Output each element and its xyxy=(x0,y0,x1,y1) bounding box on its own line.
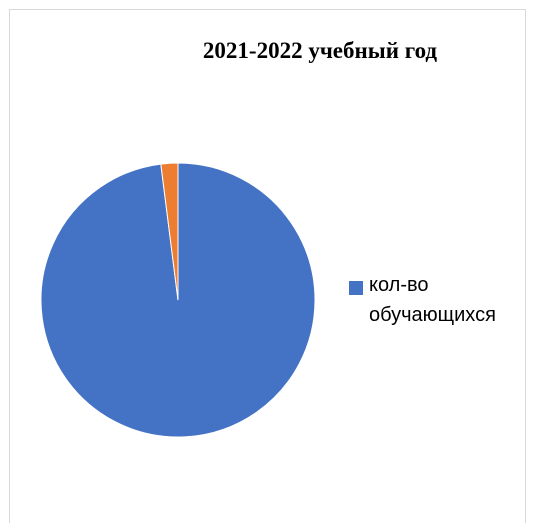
legend-swatch xyxy=(349,281,363,295)
pie-slice-2 xyxy=(160,162,179,301)
chart-title: 2021-2022 учебный год xyxy=(202,38,438,63)
legend-label: кол-во обучающихся xyxy=(369,274,496,326)
